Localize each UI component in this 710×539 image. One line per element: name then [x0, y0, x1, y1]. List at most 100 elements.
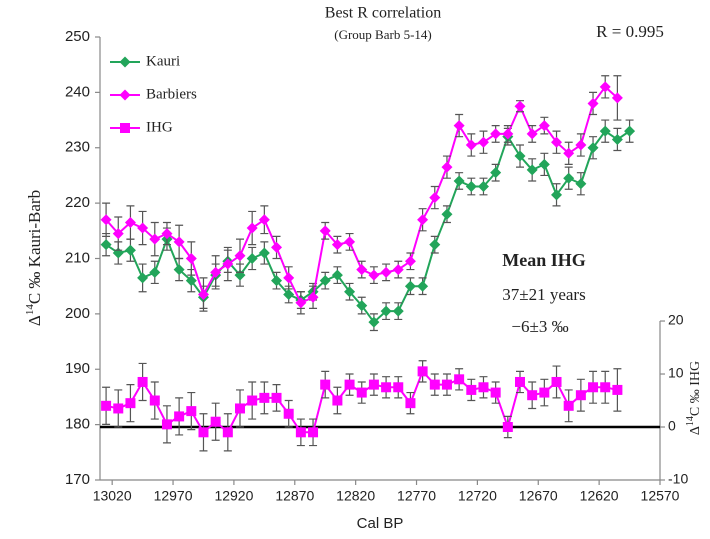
marker — [514, 100, 526, 112]
y-tick-label: 240 — [65, 83, 90, 100]
marker — [551, 376, 562, 387]
marker — [575, 178, 587, 190]
marker — [137, 272, 149, 284]
y2-tick-label: -10 — [668, 471, 688, 487]
y2-axis-label-part: Δ — [688, 426, 703, 435]
marker — [477, 181, 489, 193]
marker — [319, 275, 331, 287]
marker — [283, 272, 295, 284]
marker — [149, 233, 161, 245]
marker — [599, 125, 611, 137]
marker — [526, 164, 538, 176]
marker — [173, 264, 185, 276]
marker — [271, 275, 283, 287]
y-tick-label: 210 — [65, 249, 90, 266]
marker — [185, 253, 197, 264]
marker — [477, 136, 489, 148]
marker — [393, 382, 404, 393]
marker — [149, 395, 160, 406]
y2-tick-label: 10 — [668, 365, 684, 381]
marker — [514, 150, 526, 162]
legend-item: Barbiers — [110, 86, 197, 102]
marker — [611, 133, 623, 145]
marker — [429, 239, 441, 251]
marker — [502, 128, 514, 140]
marker — [283, 408, 294, 419]
marker — [441, 208, 453, 220]
series — [101, 360, 623, 452]
y-tick-label: 170 — [65, 471, 90, 488]
chart-subtitle: (Group Barb 5-14) — [334, 27, 431, 42]
marker — [588, 382, 599, 393]
marker — [417, 280, 429, 292]
chart-title: Best R correlation — [325, 5, 441, 22]
marker — [429, 192, 441, 204]
x-tick-label: 12770 — [397, 488, 436, 504]
marker — [344, 286, 356, 298]
marker — [137, 376, 148, 387]
legend-marker — [119, 56, 131, 68]
marker — [307, 291, 319, 303]
marker — [538, 120, 550, 132]
y2-axis-label-sup: 14 — [685, 416, 696, 426]
y2-axis-label-part: C ‰ IHG — [688, 361, 703, 416]
series — [100, 119, 636, 332]
marker — [368, 379, 379, 390]
annotation: Mean IHG — [502, 250, 586, 270]
marker — [271, 392, 282, 403]
marker — [173, 236, 185, 248]
marker — [441, 161, 453, 173]
marker — [331, 269, 343, 281]
marker — [526, 128, 538, 140]
marker — [149, 266, 161, 278]
marker — [308, 427, 319, 438]
marker — [125, 398, 136, 409]
x-tick-label: 12620 — [580, 488, 619, 504]
marker — [368, 316, 380, 328]
marker — [112, 228, 124, 240]
marker — [113, 403, 124, 414]
marker — [356, 264, 368, 276]
marker — [527, 390, 538, 401]
x-axis-label: Cal BP — [357, 515, 404, 532]
x-tick-label: 12720 — [458, 488, 497, 504]
marker — [575, 139, 587, 151]
marker — [101, 400, 112, 411]
marker — [454, 374, 465, 385]
marker — [174, 411, 185, 422]
marker — [453, 120, 465, 132]
marker — [587, 142, 599, 154]
marker — [417, 366, 428, 377]
marker — [124, 217, 136, 229]
marker — [234, 250, 246, 262]
y2-tick-label: 20 — [668, 312, 684, 328]
x-tick-label: 13020 — [93, 488, 132, 504]
marker — [100, 239, 112, 251]
marker — [539, 387, 550, 398]
marker — [186, 406, 197, 417]
marker — [490, 128, 502, 140]
marker — [332, 395, 343, 406]
marker — [551, 189, 563, 201]
x-tick-label: 12820 — [336, 488, 375, 504]
marker — [515, 376, 525, 387]
marker — [247, 395, 258, 406]
marker — [599, 81, 611, 93]
x-tick-label: 12570 — [641, 488, 680, 504]
marker — [258, 247, 270, 259]
marker — [600, 382, 611, 393]
x-tick-label: 12670 — [519, 488, 558, 504]
marker — [465, 139, 477, 151]
marker — [197, 288, 209, 300]
marker — [563, 147, 575, 159]
marker — [295, 297, 307, 309]
marker — [624, 125, 636, 137]
x-tick-label: 12970 — [154, 488, 193, 504]
marker — [404, 255, 416, 267]
marker — [563, 400, 574, 411]
marker — [319, 225, 331, 237]
legend-label: Kauri — [146, 53, 180, 69]
y2-axis-label: Δ14C ‰ IHG — [685, 361, 703, 435]
legend-item: Kauri — [110, 53, 180, 69]
marker — [320, 379, 331, 390]
